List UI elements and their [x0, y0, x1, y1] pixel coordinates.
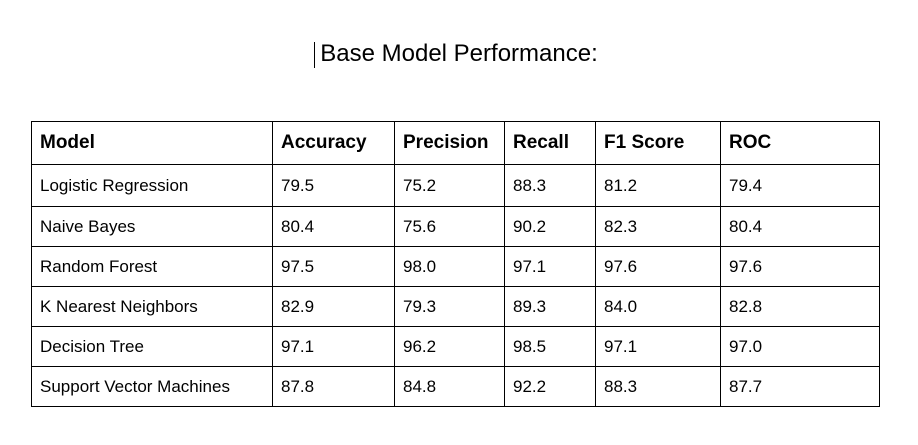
table-row: K Nearest Neighbors 82.9 79.3 89.3 84.0 … — [31, 286, 880, 327]
model-name-cell: Logistic Regression — [31, 164, 273, 207]
f1-score-cell: 81.2 — [595, 164, 721, 207]
precision-cell: 98.0 — [394, 246, 505, 287]
table-row: Naive Bayes 80.4 75.6 90.2 82.3 80.4 — [31, 206, 880, 247]
roc-cell: 82.8 — [720, 286, 880, 327]
model-name-cell: K Nearest Neighbors — [31, 286, 273, 327]
recall-cell: 88.3 — [504, 164, 596, 207]
text-cursor — [314, 42, 315, 68]
model-performance-table: Model Accuracy Precision Recall F1 Score… — [31, 121, 880, 407]
f1-score-cell: 88.3 — [595, 366, 721, 407]
header-recall: Recall — [504, 121, 596, 165]
header-roc: ROC — [720, 121, 880, 165]
f1-score-cell: 82.3 — [595, 206, 721, 247]
model-name-cell: Decision Tree — [31, 326, 273, 367]
header-accuracy: Accuracy — [272, 121, 395, 165]
table-row: Decision Tree 97.1 96.2 98.5 97.1 97.0 — [31, 326, 880, 367]
table-row: Logistic Regression 79.5 75.2 88.3 81.2 … — [31, 164, 880, 207]
table-header-row: Model Accuracy Precision Recall F1 Score… — [31, 121, 880, 165]
accuracy-cell: 80.4 — [272, 206, 395, 247]
accuracy-cell: 97.1 — [272, 326, 395, 367]
roc-cell: 87.7 — [720, 366, 880, 407]
page-title: Base Model Performance: — [320, 40, 598, 67]
f1-score-cell: 97.6 — [595, 246, 721, 287]
precision-cell: 75.2 — [394, 164, 505, 207]
header-model: Model — [31, 121, 273, 165]
roc-cell: 80.4 — [720, 206, 880, 247]
table-row: Support Vector Machines 87.8 84.8 92.2 8… — [31, 366, 880, 407]
model-name-cell: Support Vector Machines — [31, 366, 273, 407]
table-row: Random Forest 97.5 98.0 97.1 97.6 97.6 — [31, 246, 880, 287]
accuracy-cell: 97.5 — [272, 246, 395, 287]
roc-cell: 97.6 — [720, 246, 880, 287]
recall-cell: 98.5 — [504, 326, 596, 367]
precision-cell: 96.2 — [394, 326, 505, 367]
accuracy-cell: 87.8 — [272, 366, 395, 407]
accuracy-cell: 79.5 — [272, 164, 395, 207]
header-precision: Precision — [394, 121, 505, 165]
recall-cell: 90.2 — [504, 206, 596, 247]
model-name-cell: Naive Bayes — [31, 206, 273, 247]
header-f1-score: F1 Score — [595, 121, 721, 165]
precision-cell: 75.6 — [394, 206, 505, 247]
f1-score-cell: 97.1 — [595, 326, 721, 367]
recall-cell: 92.2 — [504, 366, 596, 407]
recall-cell: 89.3 — [504, 286, 596, 327]
roc-cell: 79.4 — [720, 164, 880, 207]
model-name-cell: Random Forest — [31, 246, 273, 287]
f1-score-cell: 84.0 — [595, 286, 721, 327]
accuracy-cell: 82.9 — [272, 286, 395, 327]
precision-cell: 84.8 — [394, 366, 505, 407]
recall-cell: 97.1 — [504, 246, 596, 287]
roc-cell: 97.0 — [720, 326, 880, 367]
precision-cell: 79.3 — [394, 286, 505, 327]
